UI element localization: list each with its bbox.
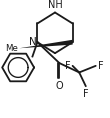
Text: F: F xyxy=(65,61,71,71)
Text: Me: Me xyxy=(5,44,18,53)
Polygon shape xyxy=(19,40,73,48)
Text: O: O xyxy=(56,81,63,91)
Text: NH: NH xyxy=(48,0,62,10)
Text: F: F xyxy=(98,61,103,71)
Text: F: F xyxy=(83,89,89,99)
Text: N: N xyxy=(29,37,37,47)
